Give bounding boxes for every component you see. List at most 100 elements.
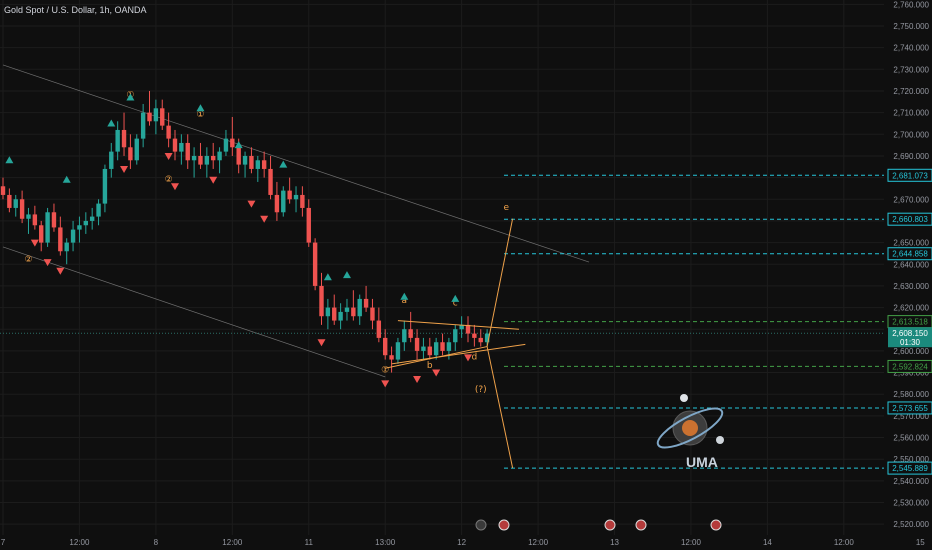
candle-body: [261, 160, 267, 169]
candle-body: [115, 129, 120, 152]
price-tick-label: 2,520.000: [893, 520, 929, 529]
level-tag-label: 2,545.889: [892, 464, 928, 473]
candle-body: [102, 168, 108, 204]
candle-body: [26, 214, 31, 219]
level-tag-label: 2,644.858: [892, 250, 928, 259]
candle-body: [344, 307, 350, 312]
candle-body: [211, 155, 216, 161]
wave-line: [486, 346, 514, 468]
candle-body: [453, 329, 458, 343]
candle-body: [147, 112, 152, 122]
chart-title: Gold Spot / U.S. Dollar, 1h, OANDA: [4, 5, 147, 15]
time-axis[interactable]: 7 12:00 8 12:00 11 13:00 12 12:00 13 12:00 14 12:00…: [1, 538, 932, 547]
last-price-tag: [888, 327, 932, 348]
flag-icon: [498, 519, 510, 531]
time-tick-label: 15: [916, 538, 925, 547]
price-levels: [0, 174, 884, 469]
time-tick-label: 13: [610, 538, 619, 547]
buy-signal-icon: [451, 294, 460, 302]
candle-body: [236, 147, 241, 165]
price-tick-label: 2,710.000: [893, 109, 929, 118]
watermark-text: UMA: [686, 454, 718, 470]
candle-body: [408, 329, 413, 338]
flag-icon: [635, 519, 647, 531]
candle-body: [204, 155, 210, 165]
wave-label: a: [402, 296, 408, 306]
candle-body: [427, 346, 432, 356]
candle-body: [58, 227, 63, 252]
candle-body: [242, 155, 248, 165]
candle-body: [446, 342, 452, 351]
candle-body: [45, 212, 50, 243]
chart-grid: [0, 0, 921, 535]
price-tick-label: 2,720.000: [893, 87, 929, 96]
price-tick-label: 2,590.000: [893, 369, 929, 378]
candle-body: [351, 307, 356, 317]
level-tag-label: 2,592.824: [892, 362, 928, 371]
candle-body: [421, 346, 426, 351]
wave-projection: ②①②①①abcde(?): [24, 90, 526, 468]
candle-body: [465, 324, 471, 334]
candle-body: [32, 214, 38, 226]
signal-markers: [5, 93, 473, 388]
sell-signal-icon: [464, 354, 473, 362]
buy-signal-icon: [234, 141, 243, 149]
level-tag: [887, 247, 932, 261]
price-tick-label: 2,640.000: [893, 260, 929, 269]
candle-body: [89, 216, 95, 221]
price-tick-label: 2,700.000: [893, 130, 929, 139]
price-tick-label: 2,750.000: [893, 22, 929, 31]
wave-line: [391, 343, 526, 365]
candle-body: [134, 138, 139, 161]
candle-body: [370, 307, 375, 321]
buy-signal-icon: [126, 93, 135, 101]
candle-body: [281, 190, 286, 213]
buy-signal-icon: [342, 271, 351, 279]
sell-signal-icon: [432, 369, 441, 377]
price-tick-label: 2,670.000: [893, 195, 929, 204]
last-price-label: 2,608.150: [892, 329, 928, 338]
time-tick-label: 11: [305, 538, 314, 547]
candle-body: [440, 342, 445, 351]
price-tick-label: 2,550.000: [893, 455, 929, 464]
level-tag: [887, 168, 932, 182]
channel-line: [2, 64, 590, 263]
wave-line: [397, 320, 520, 330]
buy-signal-icon: [196, 104, 205, 112]
level-tag: [887, 359, 932, 373]
candle-body: [0, 186, 6, 195]
flag-icon: [604, 519, 616, 531]
candle-body: [70, 229, 76, 243]
wave-label: c: [453, 298, 458, 308]
candle-body: [19, 199, 25, 219]
candle-body: [172, 138, 178, 152]
candle-body: [287, 190, 292, 200]
time-tick-label: 12:00: [834, 538, 855, 547]
sell-signal-icon: [317, 339, 326, 347]
time-tick-label: 12:00: [222, 538, 243, 547]
candle-body: [325, 307, 331, 317]
candle-body: [160, 108, 165, 126]
level-tag-label: 2,660.803: [892, 215, 928, 224]
news-icon: [475, 519, 487, 531]
candle-body: [7, 194, 12, 208]
candle-body: [389, 355, 394, 360]
candle-body: [414, 337, 420, 351]
candle-body: [383, 337, 388, 356]
candle-body: [77, 225, 82, 230]
event-icons[interactable]: [475, 519, 722, 531]
sell-signal-icon: [56, 267, 65, 275]
price-tags: 2,681.073 2,660.803 2,644.858 2,613.518 2,59…: [887, 168, 932, 475]
level-tag-label: 2,681.073: [892, 171, 928, 180]
wave-label: ①: [381, 366, 389, 376]
candle-body: [433, 342, 439, 356]
candle-body: [166, 125, 171, 139]
wave-label: d: [472, 353, 478, 363]
price-tick-label: 2,540.000: [893, 477, 929, 486]
time-tick-label: 12:00: [681, 538, 702, 547]
candle-body: [472, 333, 477, 338]
candle-body: [83, 220, 89, 226]
sell-signal-icon: [413, 376, 422, 384]
candle-body: [249, 155, 254, 169]
